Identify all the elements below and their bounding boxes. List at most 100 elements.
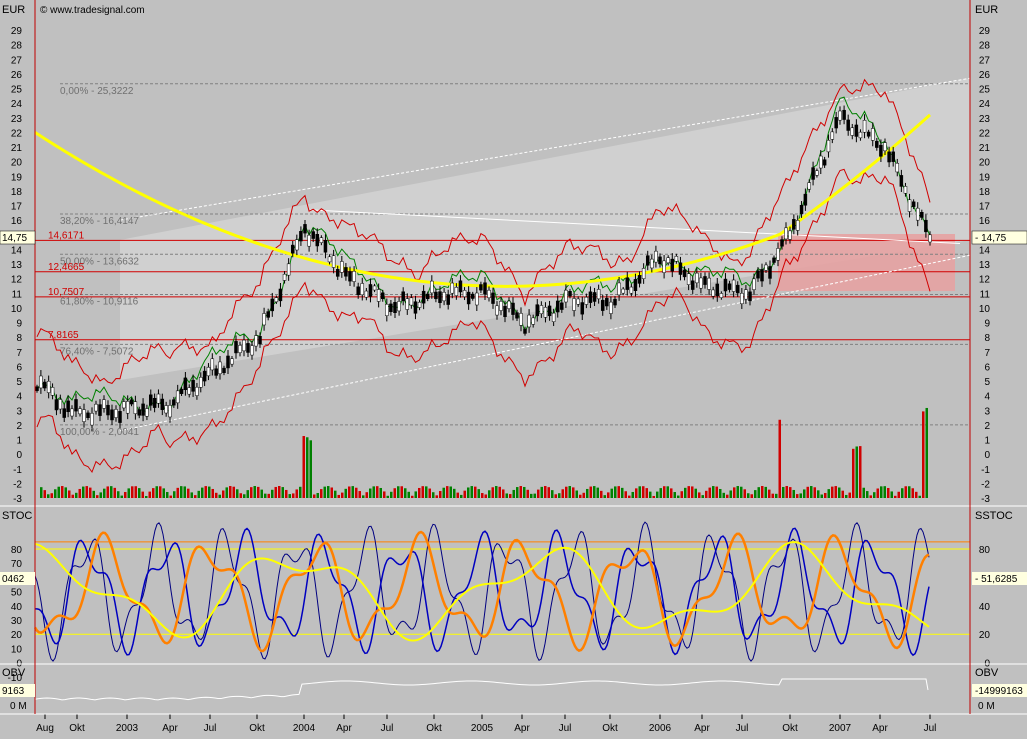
candle-body <box>907 199 912 212</box>
volume-bar <box>673 492 676 498</box>
candle-body <box>609 301 613 314</box>
fib-label: 61,80% - 10,9116 <box>60 297 139 308</box>
candle-body <box>311 231 315 239</box>
candle-body <box>156 393 161 404</box>
candle-body <box>819 155 823 169</box>
candle-body <box>430 280 434 294</box>
y-tick-left: 21 <box>11 143 23 154</box>
candle-body <box>531 317 535 325</box>
candle-body <box>826 140 831 153</box>
volume-bar <box>817 490 820 498</box>
volume-bar <box>204 486 207 498</box>
candle-body <box>617 282 621 296</box>
volume-bar <box>533 493 536 498</box>
y-tick-right: 17 <box>979 202 991 213</box>
x-label: Jul <box>924 723 937 734</box>
candle-body <box>179 388 184 394</box>
candle-body <box>756 270 760 279</box>
candle-body <box>421 290 426 304</box>
candle-body <box>86 412 90 418</box>
candle-body <box>106 404 110 416</box>
volume-bar <box>411 495 414 498</box>
band-lower <box>36 168 931 474</box>
candle-body <box>854 124 859 137</box>
y-tick-left: 23 <box>11 114 23 125</box>
candle-body <box>319 237 324 243</box>
candle-body <box>507 300 511 309</box>
candle-body <box>470 293 475 299</box>
candle-body <box>568 291 572 297</box>
candle-body <box>555 300 560 313</box>
candle-body <box>118 411 122 423</box>
volume-bar <box>355 487 358 498</box>
candle-body <box>222 367 226 374</box>
volume-bar <box>477 489 480 498</box>
candle-body <box>686 273 691 285</box>
y-tick-right: 3 <box>984 406 990 417</box>
candle-body <box>799 205 804 214</box>
volume-bar <box>911 488 914 498</box>
fib-label: 50,00% - 13,6632 <box>60 256 139 267</box>
volume-bar <box>397 486 400 498</box>
candle-body <box>54 399 59 411</box>
y-tick-left: 2 <box>16 421 22 432</box>
volume-bar <box>558 493 561 498</box>
currency-label-right: EUR <box>975 4 998 16</box>
volume-bar <box>327 486 330 498</box>
candle-body <box>795 220 800 231</box>
y-tick-left: 10 <box>11 304 23 315</box>
volume-bar <box>778 419 781 498</box>
last-price-left: 14,75 <box>2 233 27 244</box>
volume-bar <box>50 493 53 498</box>
candle-body <box>596 289 601 300</box>
volume-bar <box>659 488 662 498</box>
candle-body <box>768 266 772 279</box>
candle-body <box>413 301 418 314</box>
candle-body <box>711 289 715 297</box>
candle-body <box>707 277 711 290</box>
candle-body <box>254 335 258 347</box>
volume-bar <box>502 489 505 498</box>
volume-bar <box>845 494 848 498</box>
candle-body <box>246 343 250 353</box>
candle-body <box>475 292 479 306</box>
volume-bar <box>677 495 680 498</box>
volume-bar <box>117 491 120 498</box>
candle-body <box>446 294 450 305</box>
candle-body <box>323 240 328 253</box>
candle-body <box>883 142 887 152</box>
candle-body <box>487 289 491 299</box>
volume-bar <box>516 487 519 498</box>
candle-body <box>788 230 792 240</box>
y-tick-left: 13 <box>11 260 23 271</box>
candle-body <box>230 358 234 365</box>
volume-bar <box>537 489 540 498</box>
candle-body <box>543 306 548 318</box>
volume-bar <box>635 488 638 498</box>
candle-body <box>214 368 218 376</box>
candle-body <box>352 271 356 282</box>
volume-bar <box>57 486 60 498</box>
stoch-tick-left: 30 <box>11 616 23 627</box>
x-label: 2006 <box>649 723 672 734</box>
volume-bar <box>155 486 158 498</box>
candle-body <box>234 341 238 354</box>
candle-body <box>242 339 246 352</box>
volume-bar <box>173 491 176 498</box>
candle-body <box>70 408 74 417</box>
y-tick-left: 5 <box>16 377 22 388</box>
volume-bar <box>764 486 767 498</box>
volume-bar <box>442 487 445 498</box>
volume-bar <box>554 494 557 498</box>
volume-bar <box>145 495 148 498</box>
stoch-value-box-right <box>972 572 1027 585</box>
level-label: 10,7507 <box>48 287 85 298</box>
candle-body <box>238 345 242 353</box>
volume-bar <box>218 494 221 498</box>
volume-bar <box>565 486 568 498</box>
y-tick-right: -2 <box>981 479 990 490</box>
level-label: 7,8165 <box>48 330 79 341</box>
candle-body <box>654 250 658 263</box>
candle-body <box>133 401 138 414</box>
